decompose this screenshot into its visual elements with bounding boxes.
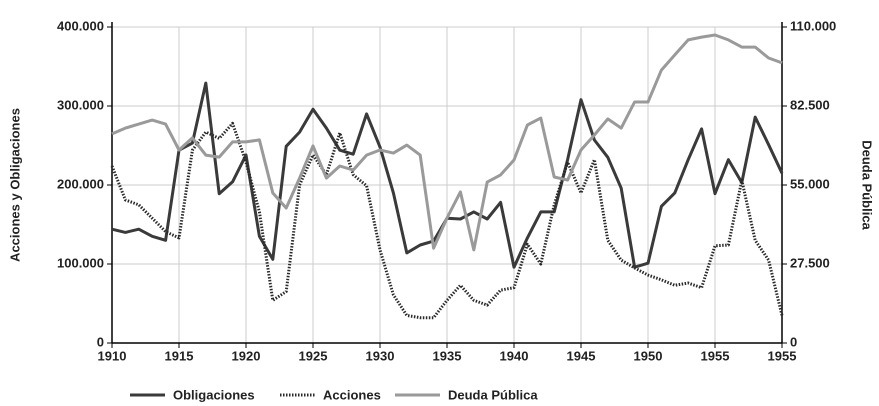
x-tick-label: 1920 bbox=[232, 348, 261, 363]
legend-label: Acciones bbox=[323, 387, 381, 402]
series-line bbox=[111, 33, 783, 252]
x-tick-label: 1955 bbox=[701, 348, 730, 363]
x-tick-label: 1915 bbox=[165, 348, 194, 363]
y-tick-label: 400.000 bbox=[57, 18, 104, 33]
x-tick-label: 1945 bbox=[567, 348, 596, 363]
y2-tick-label: 27.500 bbox=[790, 255, 830, 270]
x-tick-label: 1955 bbox=[768, 348, 797, 363]
y2-tick-label: 82.500 bbox=[790, 97, 830, 112]
y2-tick-label: 110.000 bbox=[790, 18, 836, 33]
y-tick-label: 200.000 bbox=[57, 176, 104, 191]
x-tick-label: 1910 bbox=[98, 348, 127, 363]
y-tick-label: 100.000 bbox=[57, 255, 104, 270]
legend-label: Deuda Pública bbox=[448, 387, 538, 402]
x-tick-label: 1950 bbox=[634, 348, 663, 363]
y2-axis-label: Deuda Pública bbox=[860, 140, 875, 230]
y-tick-label: 300.000 bbox=[57, 97, 104, 112]
y2-tick-label: 55.000 bbox=[790, 176, 830, 191]
legend-label: Obligaciones bbox=[173, 387, 255, 402]
x-tick-label: 1930 bbox=[366, 348, 395, 363]
x-tick-label: 1940 bbox=[500, 348, 529, 363]
x-tick-label: 1925 bbox=[299, 348, 328, 363]
y-axis-label: Acciones y Obligaciones bbox=[7, 108, 22, 262]
x-tick-label: 1935 bbox=[433, 348, 462, 363]
y-tick-label: 0 bbox=[97, 334, 104, 349]
series-line bbox=[110, 121, 784, 320]
y2-tick-label: 0 bbox=[790, 334, 797, 349]
